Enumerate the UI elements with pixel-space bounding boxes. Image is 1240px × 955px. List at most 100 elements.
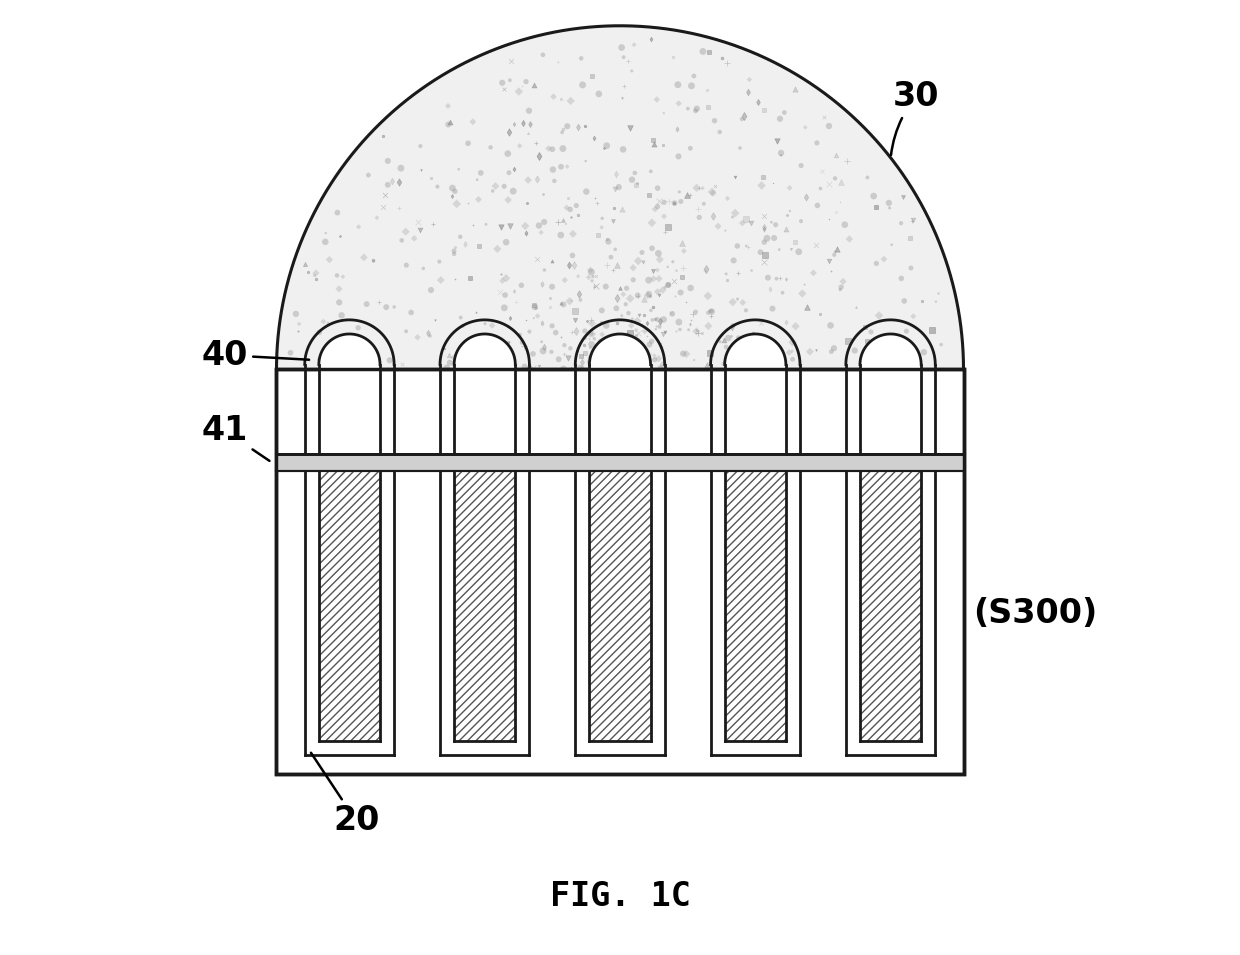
Point [634, 351, 653, 367]
Point [353, 250, 373, 265]
Point [611, 40, 631, 55]
Point [534, 214, 554, 229]
Text: 40: 40 [201, 339, 309, 371]
Point [515, 359, 534, 374]
Point [326, 352, 346, 368]
Point [611, 90, 631, 105]
Bar [724, 365, 786, 454]
Point [373, 200, 393, 215]
Point [717, 55, 737, 71]
Point [609, 180, 629, 195]
Bar [861, 365, 921, 454]
Point [892, 271, 911, 286]
Point [551, 295, 570, 310]
Point [833, 274, 853, 289]
Point [523, 361, 543, 376]
Point [422, 283, 441, 298]
Point [625, 335, 645, 350]
Point [608, 349, 627, 364]
Point [755, 103, 775, 118]
Point [630, 352, 650, 368]
Point [525, 77, 544, 93]
Point [615, 342, 635, 357]
Point [867, 256, 887, 271]
Point [826, 148, 846, 163]
Point [730, 331, 750, 347]
Point [709, 124, 729, 139]
Point [770, 111, 790, 126]
Point [587, 345, 606, 360]
Point [820, 118, 839, 134]
Bar [454, 365, 516, 454]
Point [650, 252, 670, 267]
Point [647, 180, 667, 196]
Point [813, 109, 833, 124]
Point [476, 217, 496, 232]
Point [708, 219, 728, 234]
Point [729, 351, 749, 367]
Point [334, 269, 353, 285]
Point [622, 361, 642, 376]
Point [629, 288, 649, 304]
Point [500, 125, 520, 140]
Point [603, 361, 622, 376]
Point [734, 108, 754, 123]
Point [422, 171, 441, 186]
Point [588, 227, 608, 243]
Point [754, 208, 774, 223]
Point [651, 360, 671, 375]
Point [596, 279, 616, 294]
Point [677, 187, 697, 202]
Point [626, 323, 646, 338]
Point [882, 237, 901, 252]
Point [745, 350, 765, 366]
Point [652, 138, 672, 153]
Point [913, 293, 932, 308]
Point [575, 346, 595, 361]
Point [614, 50, 634, 65]
Point [827, 242, 847, 257]
Point [900, 231, 920, 246]
Point [630, 355, 650, 371]
Point [295, 257, 315, 272]
Point [529, 218, 549, 233]
Point [603, 263, 622, 278]
Point [574, 338, 594, 353]
Point [620, 291, 640, 307]
Point [585, 344, 605, 359]
Point [553, 212, 573, 227]
Point [640, 346, 660, 361]
Point [441, 189, 461, 204]
Point [568, 343, 588, 358]
Point [614, 78, 634, 94]
Point [926, 294, 946, 309]
Point [471, 165, 491, 180]
Point [697, 357, 717, 372]
Point [892, 354, 911, 370]
Point [651, 340, 671, 355]
Point [742, 215, 761, 230]
Point [627, 313, 647, 329]
Point [498, 165, 518, 180]
Point [613, 347, 632, 362]
Point [622, 172, 642, 187]
Point [844, 343, 864, 358]
Point [751, 316, 771, 331]
Point [687, 324, 707, 339]
Point [605, 180, 625, 196]
Point [440, 114, 460, 129]
Point [639, 272, 658, 287]
Point [680, 187, 699, 202]
Point [448, 352, 467, 368]
Point [510, 328, 529, 343]
Point [609, 360, 629, 375]
Point [835, 217, 854, 232]
Point [330, 228, 350, 244]
Point [445, 239, 465, 254]
Point [608, 257, 627, 272]
Point [688, 326, 708, 341]
Point [500, 219, 520, 234]
Point [603, 213, 622, 228]
Point [605, 242, 625, 257]
Point [605, 348, 625, 363]
